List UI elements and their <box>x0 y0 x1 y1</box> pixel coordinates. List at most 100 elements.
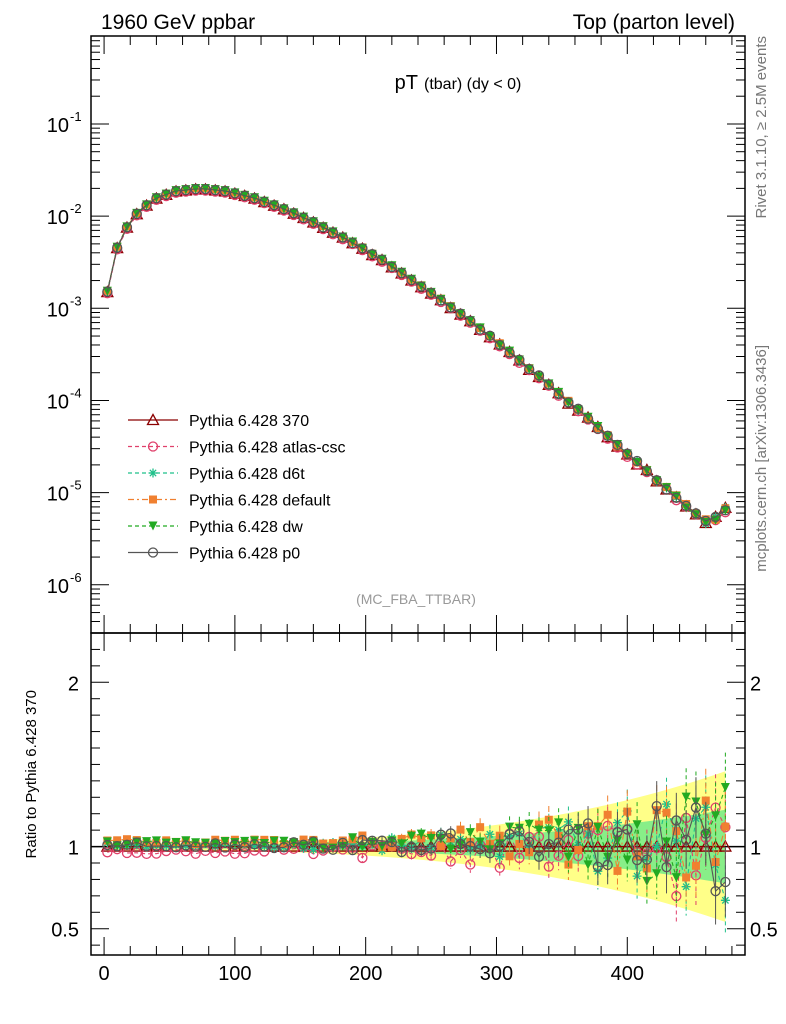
main-marker-dw <box>691 510 701 520</box>
ratio-marker-dw <box>151 836 161 846</box>
main-marker-dw <box>436 294 446 304</box>
main-marker-p0 <box>288 208 299 219</box>
legend-entry-d6t: Pythia 6.428 d6t <box>189 466 305 483</box>
main-marker-p0 <box>524 363 535 375</box>
main-marker-p0 <box>416 281 427 292</box>
ratio-y-tick-label-right: 2 <box>750 673 761 695</box>
ratio-marker-default <box>505 852 514 861</box>
main-marker-p0 <box>102 286 113 297</box>
main-y-tick-label: 10 <box>47 484 69 506</box>
main-marker-p0 <box>494 339 505 351</box>
main-marker-p0 <box>455 308 466 319</box>
legend-marker-dw <box>148 521 158 531</box>
main-marker-p0 <box>641 465 653 477</box>
ratio-marker-dw <box>671 873 681 883</box>
ratio-x-tick-label: 100 <box>218 963 251 985</box>
main-marker-p0 <box>170 185 182 197</box>
main-marker-p0 <box>318 222 329 233</box>
ratio-marker-370 <box>620 839 634 852</box>
ratio-marker-p0 <box>298 839 309 850</box>
main-panel: 10-610-510-410-310-210-1 pT (tbar) (dy <… <box>47 35 746 634</box>
legend: Pythia 6.428 370 Pythia 6.428 atlas-csc Py… <box>128 413 346 563</box>
ratio-marker-p0 <box>474 843 486 855</box>
ratio-marker-dw <box>554 818 564 828</box>
ratio-x-tick-label: 0 <box>99 963 110 985</box>
ratio-marker-p0 <box>425 843 437 854</box>
ratio-marker-default <box>603 810 612 819</box>
ratio-y-tick-label-right: 1 <box>750 838 761 860</box>
ratio-marker-dw <box>210 839 220 849</box>
ratio-marker-p0 <box>239 842 250 853</box>
main-subtitle: (tbar) (dy < 0) <box>424 76 521 93</box>
main-marker-p0 <box>249 192 260 204</box>
header-left: 1960 GeV ppbar <box>101 11 255 34</box>
main-marker-dw <box>397 267 407 277</box>
ratio-marker-default <box>299 835 308 844</box>
ratio-marker-p0 <box>641 854 653 865</box>
ratio-marker-p0 <box>386 837 397 848</box>
main-marker-p0 <box>357 243 368 254</box>
ratio-marker-p0 <box>602 859 613 871</box>
ratio-marker-p0 <box>190 841 201 852</box>
ratio-marker-dw <box>446 844 456 854</box>
ratio-marker-default <box>113 836 122 845</box>
ratio-marker-p0 <box>651 800 662 812</box>
ratio-x-tick-label: 400 <box>611 963 644 985</box>
legend-entry-default: Pythia 6.428 default <box>189 493 331 510</box>
main-y-tick-label: 10 <box>47 391 69 413</box>
main-marker-p0 <box>563 397 574 408</box>
ratio-marker-dw <box>259 838 269 848</box>
ratio-marker-dw <box>416 829 426 839</box>
ratio-marker-p0 <box>268 842 280 854</box>
main-marker-p0 <box>622 448 633 459</box>
ratio-marker-dw <box>652 869 662 879</box>
ratio-marker-p0 <box>259 841 270 852</box>
main-marker-p0 <box>631 455 643 467</box>
main-marker-p0 <box>435 295 447 306</box>
ratio-marker-p0 <box>180 840 191 851</box>
ratio-marker-p0 <box>612 827 623 838</box>
ratio-marker-p0 <box>582 818 594 829</box>
ratio-marker-default <box>613 866 622 875</box>
main-marker-p0 <box>445 302 456 313</box>
legend-entry-atlas-csc: Pythia 6.428 atlas-csc <box>189 440 346 457</box>
ratio-marker-p0 <box>690 802 702 813</box>
ratio-marker-dw <box>465 828 475 838</box>
ratio-marker-dw <box>622 855 632 865</box>
main-marker-p0 <box>651 475 662 486</box>
ratio-marker-d6t <box>348 839 358 849</box>
ratio-marker-p0 <box>347 844 358 856</box>
main-marker-p0 <box>582 413 594 424</box>
rivet-label: Rivet 3.1.10, ≥ 2.5M events <box>753 36 770 219</box>
main-marker-p0 <box>386 261 397 273</box>
legend-marker-d6t <box>148 468 158 478</box>
main-marker-p0 <box>474 324 486 335</box>
main-marker-p0 <box>219 185 231 197</box>
main-marker-p0 <box>210 184 221 196</box>
ratio-marker-p0 <box>376 835 388 846</box>
main-marker-dw <box>406 274 416 284</box>
main-marker-p0 <box>112 242 123 253</box>
main-marker-p0 <box>308 216 319 228</box>
ratio-marker-dw <box>250 836 259 846</box>
main-marker-p0 <box>671 492 682 504</box>
main-marker-p0 <box>376 254 388 265</box>
ratio-marker-atlas-csc <box>357 852 368 864</box>
ratio-marker-p0 <box>484 848 496 859</box>
ratio-marker-p0 <box>170 842 182 853</box>
ratio-x-tick-label: 200 <box>349 963 382 985</box>
ratio-marker-default <box>515 839 524 848</box>
legend-marker-default <box>149 495 157 504</box>
main-marker-p0 <box>278 203 290 215</box>
main-marker-p0 <box>602 430 613 441</box>
ratio-y-axis: 0.5 0.5 1 1 2 2 <box>51 648 778 946</box>
ratio-marker-atlas-csc <box>239 848 250 859</box>
ratio-marker-dw <box>269 836 279 846</box>
main-marker-p0 <box>337 232 348 243</box>
ratio-marker-p0 <box>504 829 515 840</box>
main-y-tick-exponent: -5 <box>70 478 82 493</box>
main-marker-p0 <box>151 193 162 204</box>
main-y-tick-exponent: -6 <box>70 570 82 585</box>
main-y-tick-label: 10 <box>47 299 69 321</box>
